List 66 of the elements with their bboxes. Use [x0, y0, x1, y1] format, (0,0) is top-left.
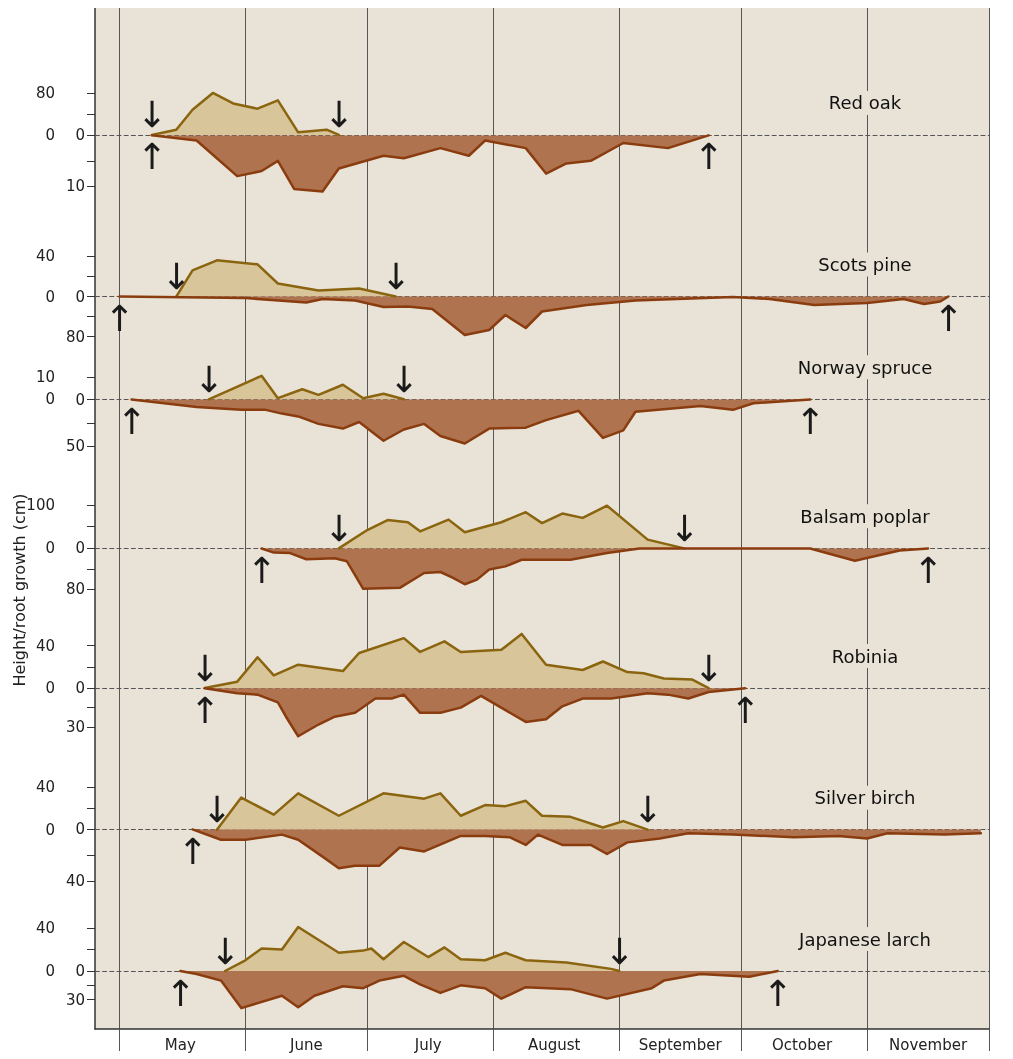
annotation: ↓ — [323, 507, 354, 549]
x-tick-label: July — [413, 1035, 442, 1054]
y2-tick-label: 10 — [65, 177, 85, 196]
y2-tick-label: 80 — [65, 580, 85, 599]
annotation: ↑ — [136, 136, 167, 178]
x-tick-label: October — [772, 1035, 833, 1054]
y2-tick-label: 0 — [75, 126, 85, 145]
annotation: ↓ — [380, 256, 411, 298]
y2-tick-label: 0 — [75, 287, 85, 306]
y-tick-label: 0 — [45, 125, 55, 144]
text: Robinia — [831, 645, 899, 667]
chart-title: Norway spruce — [797, 356, 933, 378]
y2-tick-label: 80 — [65, 327, 85, 346]
annotation: ↓ — [388, 358, 419, 400]
annotation: ↑ — [912, 549, 944, 591]
y2-tick-label: 0 — [75, 820, 85, 839]
x-tick-label: September — [638, 1035, 723, 1054]
y2-tick-label: 0 — [75, 679, 85, 698]
y-axis-title: Height/root growth (cm) — [9, 493, 29, 687]
y-tick-label: 0 — [45, 820, 55, 839]
y-tick-label: 80 — [35, 83, 55, 102]
y-tick-label: 40 — [35, 636, 55, 655]
y2-tick-label: 30 — [65, 990, 85, 1009]
annotation: ↑ — [795, 400, 826, 442]
x-tick-label: November — [889, 1035, 968, 1054]
text: Silver birch — [814, 787, 916, 809]
y-tick-label: 0 — [45, 539, 55, 558]
y2-tick-label: 0 — [75, 539, 85, 558]
text: Japanese larch — [798, 928, 931, 950]
annotation: ↓ — [323, 94, 354, 136]
annotation: ↓ — [201, 789, 232, 831]
y2-tick-label: 30 — [65, 718, 85, 737]
annotation: ↓ — [693, 647, 724, 689]
annotation: ↑ — [693, 136, 724, 178]
annotation: ↑ — [165, 972, 196, 1014]
text: Red oak — [828, 92, 902, 114]
annotation: ↓ — [669, 507, 700, 549]
y2-tick-label: 40 — [65, 872, 85, 891]
annotation: ↑ — [189, 689, 220, 731]
x-tick-label: May — [164, 1035, 196, 1054]
annotation: ↑ — [246, 549, 277, 591]
annotation: ↑ — [116, 400, 147, 442]
y2-tick-label: 50 — [65, 437, 85, 456]
x-tick-label: June — [288, 1035, 323, 1054]
y-tick-label: 40 — [35, 777, 55, 796]
annotation: ↓ — [136, 94, 167, 136]
text: Balsam poplar — [800, 505, 931, 527]
y-tick-label: 0 — [45, 390, 55, 409]
text: Scots pine — [818, 254, 912, 276]
annotation: ↓ — [161, 256, 192, 298]
y2-tick-label: 0 — [75, 390, 85, 409]
annotation: ↑ — [177, 831, 208, 873]
y2-tick-label: 0 — [75, 962, 85, 981]
x-tick-label: August — [527, 1035, 581, 1054]
y-tick-label: 0 — [45, 287, 55, 306]
annotation: ↓ — [632, 789, 663, 831]
y-tick-label: 0 — [45, 679, 55, 698]
annotation: ↑ — [762, 972, 793, 1014]
y-tick-label: 0 — [45, 962, 55, 981]
y-tick-label: 40 — [35, 919, 55, 938]
annotation: ↓ — [189, 647, 220, 689]
y-tick-label: 10 — [35, 367, 55, 386]
annotation: ↓ — [209, 930, 241, 972]
annotation: ↑ — [933, 298, 964, 340]
annotation: ↓ — [193, 358, 224, 400]
y-tick-label: 40 — [35, 247, 55, 266]
